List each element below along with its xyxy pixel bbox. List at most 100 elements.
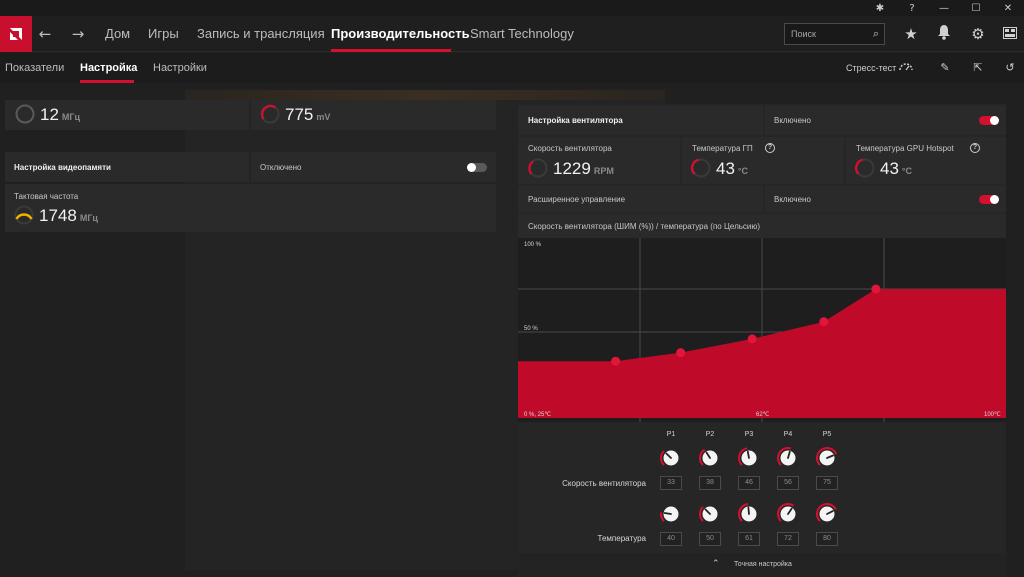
point-header-p1: P1 xyxy=(666,431,676,438)
subtab-settings[interactable]: Настройки xyxy=(153,62,207,74)
hotspot-temp-panel: Температура GPU Hotspot ? 43 °C xyxy=(846,137,1006,184)
vram-tuning-state-panel: Отключено xyxy=(251,152,496,182)
curve-point-p1[interactable] xyxy=(611,356,621,366)
temp-p1-input[interactable]: 40 xyxy=(660,532,682,546)
curve-point-p2[interactable] xyxy=(676,348,686,358)
fan-tuning-title: Настройка вентилятора xyxy=(528,116,623,125)
fan-speed-value: 1229 RPM xyxy=(553,159,614,178)
window-titlebar: ✱ ? — ☐ ✕ xyxy=(0,0,1024,16)
vram-tuning-header: Настройка видеопамяти xyxy=(5,152,249,182)
point-header-p4: P4 xyxy=(783,431,793,438)
tab-home[interactable]: Дом xyxy=(105,26,131,41)
memory-clock-panel: Тактовая частота 1748 МГц xyxy=(5,184,496,232)
stress-test-label[interactable]: Стресс-тест xyxy=(846,63,897,73)
fan-tuning-toggle[interactable] xyxy=(979,116,999,125)
fine-tuning-label[interactable]: Точная настройка xyxy=(734,561,792,568)
vram-tuning-label: Настройка видеопамяти xyxy=(14,163,111,172)
advanced-control-state: Включено xyxy=(774,195,811,204)
memory-clock-gauge-icon xyxy=(14,205,34,225)
edit-icon[interactable]: ✎ xyxy=(940,61,950,74)
fan-speed-p5-input[interactable]: 75 xyxy=(816,476,838,490)
fan-speed-label: Скорость вентилятора xyxy=(528,144,612,153)
bug-report-icon[interactable]: ✱ xyxy=(875,2,885,14)
fan-speed-panel: Скорость вентилятора 1229 RPM xyxy=(518,137,680,184)
y-tick-100: 100 % xyxy=(524,242,542,248)
voltage-panel: 775 mV xyxy=(251,100,496,130)
export-icon[interactable]: ⇱ xyxy=(973,61,983,74)
fan-speed-p2-input[interactable]: 38 xyxy=(699,476,721,490)
help-icon[interactable]: ? xyxy=(909,2,915,14)
fan-speed-p2-knob[interactable] xyxy=(699,447,721,469)
vram-tuning-toggle[interactable] xyxy=(467,163,487,172)
tab-performance[interactable]: Производительность xyxy=(331,26,470,41)
fan-speed-p1-knob[interactable] xyxy=(660,447,682,469)
star-icon[interactable]: ★ xyxy=(904,25,918,43)
temp-p3-knob[interactable] xyxy=(738,503,760,525)
temp-p4-knob[interactable] xyxy=(777,503,799,525)
gpu-temp-help-icon[interactable]: ? xyxy=(765,143,775,153)
temp-p1-knob[interactable] xyxy=(660,503,682,525)
point-header-p3: P3 xyxy=(744,431,754,438)
layout-icon[interactable] xyxy=(1000,24,1020,44)
gpu-temp-gauge-icon xyxy=(690,158,711,178)
temp-p5-input[interactable]: 80 xyxy=(816,532,838,546)
fan-speed-p4-input[interactable]: 56 xyxy=(777,476,799,490)
fan-speed-p3-knob[interactable] xyxy=(738,447,760,469)
gpu-clock-value: 12 МГц xyxy=(40,105,81,124)
gpu-temp-panel: Температура ГП ? 43 °C xyxy=(682,137,844,184)
curve-point-p3[interactable] xyxy=(747,334,757,344)
subtab-metrics[interactable]: Показатели xyxy=(5,62,65,74)
fan-curve-chart[interactable]: 100 % 50 % 0 %, 25℃ 62℃ 100℃ xyxy=(518,238,1006,422)
tab-smart-technology[interactable]: Smart Technology xyxy=(470,26,574,41)
forward-arrow-icon[interactable]: → xyxy=(71,25,85,43)
fan-speed-gauge-icon xyxy=(528,158,548,178)
active-tab-underline xyxy=(331,49,451,52)
gpu-temp-label: Температура ГП xyxy=(692,144,753,153)
x-tick-mid: 62℃ xyxy=(756,412,770,418)
curve-point-p4[interactable] xyxy=(819,317,829,327)
y-tick-50: 50 % xyxy=(524,326,538,332)
chevron-up-icon[interactable]: ⌃ xyxy=(712,559,720,569)
back-arrow-icon[interactable]: ← xyxy=(38,25,52,43)
temp-p2-knob[interactable] xyxy=(699,503,721,525)
fan-curve-svg[interactable] xyxy=(518,238,1006,422)
fan-speed-p4-knob[interactable] xyxy=(777,447,799,469)
fan-speed-p3-input[interactable]: 46 xyxy=(738,476,760,490)
search-box[interactable]: ⌕ xyxy=(784,23,885,45)
fan-curve-title-panel: Скорость вентилятора (ШИМ (%)) / темпера… xyxy=(518,214,1006,238)
stress-test-gauge-icon[interactable] xyxy=(898,60,914,76)
advanced-control-toggle[interactable] xyxy=(979,195,999,204)
fan-tuning-state-panel: Включено xyxy=(765,106,1006,135)
minimize-icon[interactable]: — xyxy=(939,2,949,14)
main-nav: ← → Дом Игры Запись и трансляция Произво… xyxy=(0,16,1024,52)
temp-p2-input[interactable]: 50 xyxy=(699,532,721,546)
hotspot-temp-help-icon[interactable]: ? xyxy=(970,143,980,153)
fine-tuning-footer[interactable]: ⌃ Точная настройка xyxy=(518,553,1006,577)
point-header-p2: P2 xyxy=(705,431,715,438)
maximize-icon[interactable]: ☐ xyxy=(971,2,981,14)
fan-speed-p5-knob[interactable] xyxy=(816,447,838,469)
search-input[interactable] xyxy=(791,27,861,41)
subtab-tuning[interactable]: Настройка xyxy=(80,62,138,74)
x-tick-origin: 0 %, 25℃ xyxy=(524,412,552,418)
point-header-p5: P5 xyxy=(822,431,832,438)
advanced-control-state-panel: Включено xyxy=(765,186,1006,212)
x-tick-max: 100℃ xyxy=(984,412,1001,418)
bell-icon[interactable] xyxy=(934,24,954,44)
fan-curve-area xyxy=(518,289,1006,418)
search-icon[interactable]: ⌕ xyxy=(872,27,879,40)
gear-icon[interactable]: ⚙ xyxy=(971,25,985,43)
tab-record-stream[interactable]: Запись и трансляция xyxy=(197,26,325,41)
hotspot-temp-gauge-icon xyxy=(854,158,875,178)
amd-logo-icon[interactable] xyxy=(0,16,32,52)
tab-games[interactable]: Игры xyxy=(148,26,179,41)
curve-point-p5[interactable] xyxy=(871,284,881,294)
temp-p4-input[interactable]: 72 xyxy=(777,532,799,546)
fan-curve-title: Скорость вентилятора (ШИМ (%)) / темпера… xyxy=(528,222,761,231)
advanced-control-panel: Расширенное управление xyxy=(518,186,763,212)
close-icon[interactable]: ✕ xyxy=(1003,2,1013,14)
reset-icon[interactable]: ↺ xyxy=(1005,61,1015,74)
temp-p5-knob[interactable] xyxy=(816,503,838,525)
temp-p3-input[interactable]: 61 xyxy=(738,532,760,546)
fan-speed-p1-input[interactable]: 33 xyxy=(660,476,682,490)
